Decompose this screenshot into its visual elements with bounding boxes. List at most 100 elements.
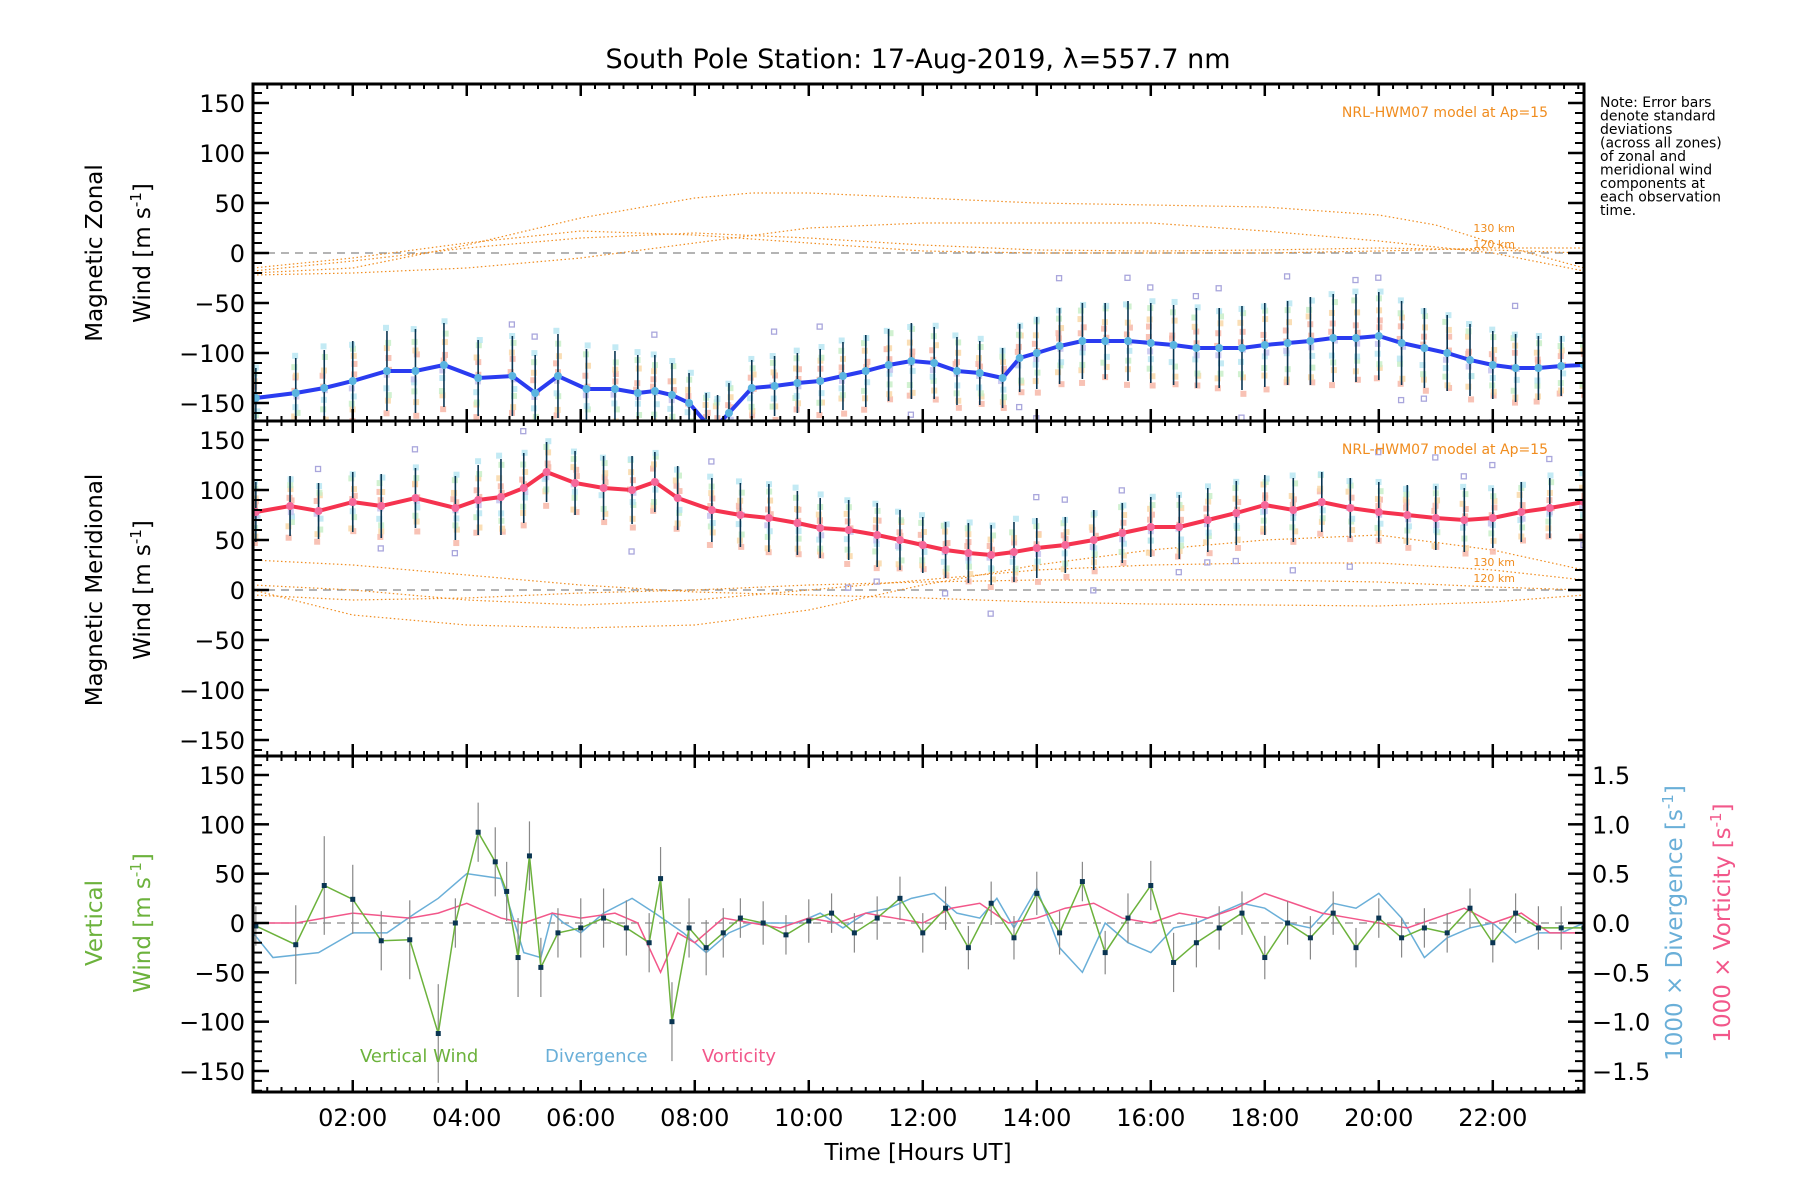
- x-tick-label: 12:00: [888, 1104, 957, 1132]
- zonal-zone-point: [1560, 370, 1567, 377]
- meridional-zone-point: [764, 545, 771, 552]
- meridional-zone-point: [1120, 552, 1127, 559]
- vorticity-ylabel-close: ]: [1710, 803, 1736, 812]
- meridional-zone-point: [844, 497, 851, 504]
- zonal-zone-point: [1215, 352, 1222, 359]
- zonal-zone-point: [978, 393, 985, 400]
- meridional-zone-point: [377, 533, 384, 540]
- meridional-zone-point: [875, 560, 882, 567]
- meridional-zone-point: [1175, 553, 1182, 560]
- zonal-zone-point: [1329, 382, 1336, 389]
- meridional-zone-point: [918, 512, 925, 519]
- zonal-wind-point: [1055, 342, 1064, 350]
- zonal-zone-point: [1168, 359, 1175, 366]
- meridional-wind-point: [1289, 506, 1298, 514]
- zonal-wind-point: [1192, 344, 1201, 352]
- meridional-zone-point: [1520, 537, 1527, 544]
- meridional-zone-point: [986, 542, 993, 549]
- zonal-zone-point: [1442, 373, 1449, 380]
- meridional-zone-point: [629, 477, 636, 484]
- zonal-zone-point: [864, 379, 871, 386]
- zonal-zone-point: [1172, 373, 1179, 380]
- zonal-zone-point: [1172, 381, 1179, 388]
- meridional-zone-point: [709, 520, 716, 527]
- zonal-zone-point: [1377, 288, 1384, 295]
- zonal-wind-point: [724, 409, 733, 417]
- zonal-zone-point: [727, 385, 734, 392]
- zonal-outlier-point: [1352, 276, 1359, 284]
- meridional-zone-point: [1120, 540, 1127, 547]
- zonal-zone-point: [685, 386, 692, 393]
- zonal-wind-point: [747, 384, 756, 392]
- zonal-zone-point: [320, 406, 327, 413]
- meridional-ylabel-main: Wind [m s: [130, 544, 156, 660]
- zonal-zone-point: [1194, 304, 1201, 311]
- x-tick-label: 16:00: [1116, 1104, 1185, 1132]
- meridional-wind-point: [1118, 529, 1127, 537]
- meridional-zone-point: [738, 543, 745, 550]
- meridional-zone-point: [966, 519, 973, 526]
- zonal-zone-point: [1420, 371, 1427, 378]
- zonal-wind-point: [411, 367, 420, 375]
- zonal-zone-point: [1488, 351, 1495, 358]
- zonal-zone-point: [977, 343, 984, 350]
- vertical-wind-point: [646, 940, 652, 946]
- meridional-ylabel-sup: -1: [127, 529, 145, 544]
- zonal-wind-point: [1215, 344, 1224, 352]
- meridional-120km-label: 120 km: [1473, 572, 1515, 585]
- zonal-zone-point: [555, 353, 562, 360]
- meridional-zone-point: [350, 486, 357, 493]
- zonal-zone-point: [1149, 373, 1156, 380]
- meridional-zone-point: [989, 576, 996, 583]
- meridional-zone-point: [253, 539, 258, 546]
- zonal-wind-point: [1374, 332, 1383, 340]
- meridional-zone-point: [940, 558, 947, 565]
- meridional-zone-point: [1347, 536, 1354, 543]
- meridional-zone-point: [476, 471, 483, 478]
- meridional-zone-point: [844, 518, 851, 525]
- meridional-wind-point: [1517, 508, 1526, 516]
- y2-tick-label: 0.5: [1592, 861, 1630, 889]
- zonal-zone-point: [1354, 353, 1361, 360]
- meridional-zone-point: [379, 488, 386, 495]
- zonal-zone-point: [861, 406, 868, 413]
- meridional-wind-point: [542, 468, 551, 476]
- zonal-zone-point: [1580, 346, 1584, 353]
- zonal-zone-point: [909, 389, 916, 396]
- zonal-y-tick-label: −50: [194, 290, 245, 318]
- zonal-zone-point: [1331, 299, 1338, 306]
- meridional-zone-point: [376, 480, 383, 487]
- zonal-zone-point: [553, 327, 560, 334]
- note-line: each observation: [1600, 190, 1721, 206]
- zonal-zone-point: [1328, 352, 1335, 359]
- meridional-zone-point: [1176, 491, 1183, 498]
- zonal-zone-point: [636, 411, 643, 418]
- zonal-zone-point: [1309, 379, 1316, 386]
- meridional-zone-point: [1092, 532, 1099, 539]
- meridional-zone-point: [767, 497, 774, 504]
- zonal-zone-point: [1000, 365, 1007, 372]
- meridional-model-curve: [253, 562, 1584, 606]
- zonal-wind-point: [1557, 362, 1566, 370]
- meridional-zone-point: [496, 452, 503, 459]
- zonal-zone-point: [977, 335, 984, 342]
- meridional-zone-point: [1317, 485, 1324, 492]
- note-line: of zonal and: [1600, 149, 1686, 165]
- zonal-zone-point: [350, 393, 357, 400]
- meridional-zone-point: [348, 525, 355, 532]
- zonal-wind-point: [633, 389, 642, 397]
- meridional-zone-point: [1348, 494, 1355, 501]
- zonal-zone-point: [1000, 386, 1007, 393]
- zonal-zone-point: [1490, 392, 1497, 399]
- zonal-zone-point: [861, 387, 868, 394]
- meridional-zone-point: [1292, 528, 1299, 535]
- meridional-zone-point: [1234, 536, 1241, 543]
- meridional-zone-point: [1377, 520, 1384, 527]
- zonal-wind-point: [1078, 337, 1087, 345]
- zonal-zone-point: [1535, 332, 1542, 339]
- zonal-zone-point: [385, 355, 392, 362]
- meridional-zone-point: [473, 529, 480, 536]
- chart-title: South Pole Station: 17-Aug-2019, λ=557.7…: [606, 44, 1231, 75]
- meridional-y-tick-label: −100: [179, 677, 245, 705]
- meridional-zone-point: [289, 513, 296, 520]
